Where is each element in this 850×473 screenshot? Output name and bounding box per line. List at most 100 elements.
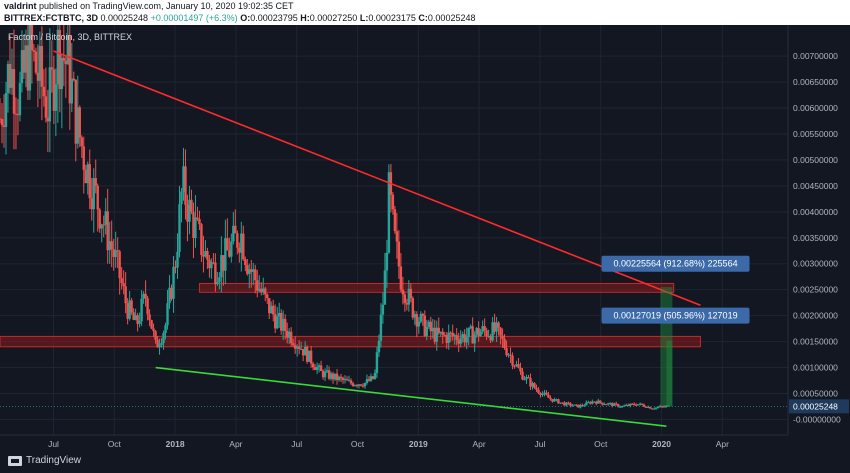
resistance-zone — [198, 282, 675, 293]
candle-body — [146, 298, 149, 315]
candle-body — [311, 363, 315, 368]
candle-body — [164, 325, 167, 334]
candle-body — [660, 406, 664, 408]
candle-body — [333, 373, 337, 380]
candle-body — [666, 405, 670, 407]
author-name[interactable]: valdrint — [4, 1, 37, 11]
candle-body — [130, 300, 133, 313]
y-tick-label: 0.00200000 — [793, 311, 838, 321]
candle-body — [178, 204, 181, 252]
open-value: 0.00023795 — [250, 13, 298, 23]
candle-body — [186, 204, 189, 222]
candle-body — [208, 259, 211, 269]
y-tick-label: 0.00700000 — [793, 51, 838, 61]
candle-body — [511, 355, 514, 366]
candle-body — [503, 339, 506, 349]
candle-body — [266, 294, 269, 299]
candle-body — [148, 314, 151, 321]
candle-body — [591, 401, 594, 404]
measure-label-text: 0.00127019 (505.96%) 127019 — [613, 311, 737, 321]
candle-body — [605, 404, 608, 406]
last-price-tag — [789, 399, 849, 414]
x-tick-label: Jul — [48, 439, 59, 449]
candle-body — [196, 217, 199, 219]
candle-body — [182, 166, 185, 192]
candle-body — [453, 335, 456, 337]
candle-body — [128, 300, 131, 319]
candle-body — [256, 280, 259, 291]
candle-body — [152, 328, 155, 332]
candle-body — [32, 50, 36, 52]
price-chart[interactable]: 0.00225564 (912.68%) 225564 0.00127019 (5… — [0, 25, 850, 451]
candle-body — [648, 406, 652, 409]
candle-body — [104, 211, 107, 225]
candle-body — [258, 288, 261, 291]
candle-body — [54, 84, 58, 111]
tradingview-logo[interactable]: TradingView — [8, 455, 81, 466]
candle-body — [142, 293, 145, 299]
y-tick-label: 0.00300000 — [793, 259, 838, 269]
candle-body — [138, 321, 141, 324]
candle-body — [72, 78, 75, 80]
candle-body — [62, 57, 66, 61]
candle-body — [563, 402, 566, 406]
candle-body — [64, 60, 68, 65]
candle-body — [437, 327, 440, 334]
candle-body — [84, 169, 87, 184]
measure-range-2 — [666, 340, 673, 407]
candle-body — [60, 57, 64, 90]
candle-body — [377, 340, 381, 353]
candle-body — [517, 364, 520, 368]
candle-body — [126, 303, 129, 319]
candle-body — [543, 392, 546, 394]
candle-body — [210, 262, 213, 269]
candle-body — [599, 400, 602, 403]
candle-body — [0, 118, 2, 120]
candle-body — [339, 376, 343, 379]
candle-body — [345, 379, 349, 381]
candle-body — [16, 114, 20, 116]
candle-body — [646, 406, 650, 408]
candle-body — [10, 69, 14, 88]
candle-body — [92, 178, 95, 210]
candle-body — [276, 316, 279, 329]
candle-body — [50, 67, 54, 70]
candle-body — [515, 364, 518, 366]
candle-body — [70, 78, 73, 104]
candle-body — [184, 166, 187, 205]
candle-body — [615, 403, 618, 405]
candle-body — [557, 399, 560, 404]
candle-body — [240, 233, 243, 253]
candle-body — [14, 113, 18, 115]
candle-body — [451, 332, 454, 337]
candle-body — [654, 407, 658, 409]
candle-body — [268, 298, 271, 314]
high-value: 0.00027250 — [309, 13, 358, 23]
candle-body — [457, 340, 460, 344]
candle-body — [355, 385, 359, 387]
candle-body — [48, 67, 52, 122]
candle-body — [301, 348, 305, 356]
candle-body — [224, 238, 227, 271]
measure-label-bg — [601, 255, 750, 272]
candle-body — [579, 405, 582, 408]
candle-body — [192, 211, 195, 239]
candle-body — [481, 326, 484, 332]
candle-body — [415, 314, 419, 327]
candle-body — [573, 404, 576, 406]
candle-body — [435, 327, 438, 342]
candle-body — [162, 333, 165, 344]
candle-body — [507, 354, 510, 356]
candle-body — [327, 370, 331, 379]
candle-body — [425, 326, 428, 336]
candle-body — [553, 399, 556, 402]
candle-body — [335, 373, 339, 381]
candle-body — [106, 211, 109, 251]
x-tick-label: Jul — [534, 439, 545, 449]
candle-body — [198, 218, 201, 225]
y-tick-label: 0.00600000 — [793, 103, 838, 113]
candle-body — [467, 327, 470, 337]
candle-body — [244, 259, 247, 266]
candle-body — [66, 35, 70, 65]
tradingview-icon — [8, 455, 22, 466]
